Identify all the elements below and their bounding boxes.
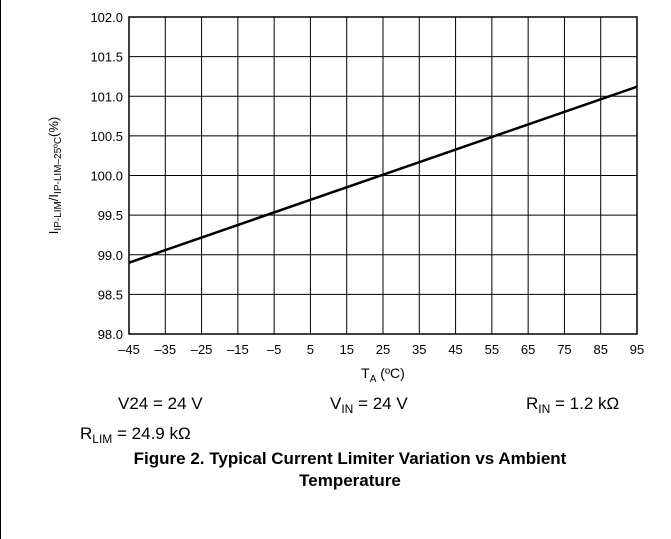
y-tick-label: 101.5 (90, 50, 123, 65)
y-axis-label-unit: (%) (46, 117, 61, 137)
condition-rlim-main: R (80, 424, 93, 443)
y-axis-label-sep: /I (46, 194, 61, 201)
x-tick-label: 65 (521, 342, 535, 357)
condition-vin-value: = 24 V (353, 394, 408, 413)
x-tick-label: 75 (557, 342, 571, 357)
x-tick-label: 5 (307, 342, 314, 357)
y-axis-label-main: I (46, 231, 61, 235)
x-tick-label: –15 (227, 342, 249, 357)
y-tick-label: 100.5 (90, 129, 123, 144)
y-axis-label-sub2: IP-LIM–25ºC (53, 137, 64, 194)
condition-v24-main: V24 (118, 394, 149, 413)
x-axis-label-sub: A (370, 374, 377, 385)
condition-v24: V24 = 24 V (118, 394, 203, 414)
y-axis-label-sub1: IP-LIM (53, 201, 64, 230)
caption-line-1: Figure 2. Typical Current Limiter Variat… (133, 449, 567, 468)
y-tick-label: 99.5 (98, 208, 123, 223)
x-tick-label: –5 (267, 342, 281, 357)
condition-vin-main: V (330, 394, 342, 413)
y-tick-label: 99.0 (98, 248, 123, 263)
condition-rin: RIN = 1.2 kΩ (526, 394, 619, 416)
condition-v24-value: = 24 V (148, 394, 203, 413)
x-tick-label: –45 (118, 342, 140, 357)
x-axis-label-main: T (361, 365, 370, 381)
chart-grid (129, 17, 637, 334)
x-tick-label: –35 (154, 342, 176, 357)
figure-caption: Figure 2. Typical Current Limiter Variat… (90, 448, 610, 492)
y-tick-label: 101.0 (90, 89, 123, 104)
tick-labels: –45 –35 –25 –15 –5 5 15 25 35 45 55 65 75 85 95 98.0 98.… (90, 10, 644, 357)
condition-rlim-sub: LIM (92, 432, 113, 446)
y-tick-label: 102.0 (90, 10, 123, 25)
y-tick-label: 98.5 (98, 287, 123, 302)
y-axis-label: IIP-LIM/IIP-LIM–25ºC(%) (46, 117, 64, 235)
x-tick-label: 15 (339, 342, 353, 357)
series-lines (128, 85, 638, 264)
caption-line-2: Temperature (299, 471, 401, 490)
y-tick-label: 98.0 (98, 327, 123, 342)
series-line-0 (128, 85, 638, 264)
line-chart: –45 –35 –25 –15 –5 5 15 25 35 45 55 65 75 85 95 98.0 98.… (46, 10, 644, 385)
condition-rin-value: = 1.2 kΩ (550, 394, 620, 413)
x-tick-label: 25 (376, 342, 390, 357)
condition-rin-main: R (526, 394, 539, 413)
x-axis-label: TA (ºC) (361, 365, 405, 385)
x-tick-label: –25 (191, 342, 213, 357)
y-tick-label: 100.0 (90, 169, 123, 184)
x-tick-label: 85 (593, 342, 607, 357)
x-axis-label-unit: (ºC) (376, 365, 404, 381)
condition-rlim-value: = 24.9 kΩ (112, 424, 191, 443)
x-tick-label: 55 (485, 342, 499, 357)
x-tick-label: 95 (630, 342, 644, 357)
x-tick-label: 35 (412, 342, 426, 357)
condition-rlim: RLIM = 24.9 kΩ (80, 424, 191, 446)
condition-rin-sub: IN (538, 402, 551, 416)
condition-vin: VIN = 24 V (330, 394, 408, 416)
x-tick-label: 45 (448, 342, 462, 357)
condition-vin-sub: IN (341, 402, 354, 416)
plot-area (128, 16, 638, 335)
